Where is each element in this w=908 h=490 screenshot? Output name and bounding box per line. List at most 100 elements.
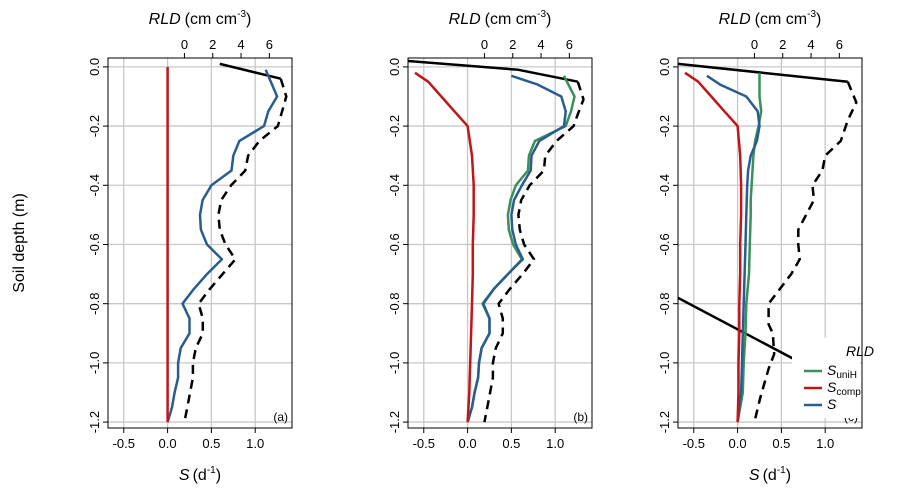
x2-tick-label: 0 [181, 37, 188, 52]
ticks-a: -0.5 0.0 0.5 1.0 0 2 4 6 0.0 -0.2 -0.4 -0.6 -0.8 -1.0… [87, 37, 273, 451]
svg-text:RLD(cm cm-3): RLD (cm cm-3) [149, 9, 252, 28]
series-layer-a [166, 62, 288, 423]
x2-tick-label: 2 [209, 37, 216, 52]
x-tick-label: 1.0 [546, 436, 564, 451]
ticks-c: -0.5 0.0 0.5 1.0 0 2 4 6 0.0 -0.2 -0.4 -0.6 -0.8 -1.0… [657, 37, 843, 451]
series-line-s-comp [414, 71, 475, 423]
bottom-label-var: S [749, 467, 760, 484]
legend-background [792, 338, 860, 418]
y-tick-label: -0.8 [87, 292, 102, 314]
series-line-s [166, 69, 279, 423]
series-line-rld-profile [183, 78, 288, 423]
top-label-unit: (cm cm [485, 11, 537, 28]
top-label-unit: (cm cm [185, 11, 237, 28]
series-layer-b [408, 59, 585, 423]
y-tick-label: -1.2 [657, 411, 672, 433]
bottom-axis-label-c: S (d-1) [749, 465, 791, 484]
top-label-close: ) [246, 11, 251, 28]
legend-label-s: S [827, 396, 837, 412]
x-tick-label: -0.5 [683, 436, 705, 451]
top-label-exp: -3 [807, 9, 816, 20]
x2-tick-label: 4 [537, 37, 544, 52]
series-line-rld-profile [753, 81, 858, 423]
bottom-label-close: ) [786, 467, 791, 484]
x2-tick-label: 0 [751, 37, 758, 52]
panel-c: -0.5 0.0 0.5 1.0 0 2 4 6 0.0 -0.2 -0.4 -0.6 -0.8 -1.0… [657, 37, 863, 451]
series-line-rld-profile [483, 81, 585, 423]
top-label-close: ) [546, 11, 551, 28]
y-tick-label: -0.8 [387, 292, 402, 314]
x2-tick-label: 4 [237, 37, 244, 52]
grid-a [108, 58, 292, 428]
bottom-label-exp: -1 [777, 465, 786, 476]
y-tick-label: -0.2 [387, 115, 402, 137]
x2-tick-label: 6 [836, 37, 843, 52]
svg-text:S(d-1): S (d-1) [749, 465, 791, 484]
x-tick-label: 1.0 [816, 436, 834, 451]
x2-tick-label: 6 [266, 37, 273, 52]
series-layer-c [678, 62, 858, 423]
x-tick-label: 0.0 [729, 436, 747, 451]
legend-label-s-comp: Scomp [827, 379, 861, 398]
bottom-label-exp: -1 [207, 465, 216, 476]
y-tick-label: -1.0 [387, 352, 402, 374]
y-tick-label: -1.0 [87, 352, 102, 374]
top-axis-label-a: RLD (cm cm-3) [149, 9, 252, 28]
frame-b [407, 57, 593, 429]
legend-label-rld: RLD [846, 343, 874, 359]
ticks-b: -0.5 0.0 0.5 1.0 0 2 4 6 0.0 -0.2 -0.4 -0.6 -0.8 -1.0… [387, 37, 573, 451]
y-tick-label: -0.4 [87, 174, 102, 196]
x-tick-label: 0.5 [202, 436, 220, 451]
x-tick-label: 0.0 [159, 436, 177, 451]
y-tick-label: -0.2 [87, 115, 102, 137]
frame-c [677, 57, 863, 429]
series-line-s-unih [466, 75, 576, 423]
x-tick-label: 0.5 [502, 436, 520, 451]
legend-label-s-unih: SuniH [827, 362, 857, 381]
panel-label-b: (b) [573, 410, 588, 424]
y-tick-label: -0.4 [657, 174, 672, 196]
x-tick-label: -0.5 [413, 436, 435, 451]
x2-tick-label: 6 [566, 37, 573, 52]
x2-tick-label: 0 [481, 37, 488, 52]
top-label-var: RLD [719, 11, 751, 28]
y-tick-label: -1.2 [387, 411, 402, 433]
bottom-label-open: (d [763, 467, 777, 484]
x2-tick-label: 2 [779, 37, 786, 52]
top-label-exp: -3 [537, 9, 546, 20]
panel-a: -0.5 0.0 0.5 1.0 0 2 4 6 0.0 -0.2 -0.4 -0.6 -0.8 -1.0… [87, 37, 293, 451]
y-tick-label: -0.6 [87, 233, 102, 255]
panel-label-a: (a) [273, 410, 288, 424]
x-tick-label: -0.5 [113, 436, 135, 451]
panel-b: -0.5 0.0 0.5 1.0 0 2 4 6 0.0 -0.2 -0.4 -0.6 -0.8 -1.0… [387, 37, 593, 451]
series-line-s [706, 74, 761, 423]
series-line-s-comp [684, 71, 743, 423]
bottom-label-open: (d [193, 467, 207, 484]
x-tick-label: 1.0 [246, 436, 264, 451]
y-tick-label: -1.0 [657, 352, 672, 374]
y-tick-label: -0.8 [657, 292, 672, 314]
series-line-rld-top [408, 59, 579, 83]
y-tick-label: -1.2 [87, 411, 102, 433]
svg-text:RLD(cm cm-3): RLD (cm cm-3) [719, 9, 822, 28]
x2-tick-label: 2 [509, 37, 516, 52]
top-label-var: RLD [149, 11, 181, 28]
top-axis-label-c: RLD (cm cm-3) [719, 9, 822, 28]
y-axis-label: Soil depth (m) [11, 193, 28, 293]
x-tick-label: 0.5 [772, 436, 790, 451]
y-tick-label: -0.2 [657, 115, 672, 137]
frame-a [107, 57, 293, 429]
svg-text:RLD(cm cm-3): RLD (cm cm-3) [449, 9, 552, 28]
svg-text:S(d-1): S (d-1) [179, 465, 221, 484]
y-tick-label: -0.6 [387, 233, 402, 255]
top-label-exp: -3 [237, 9, 246, 20]
y-tick-label: 0.0 [387, 58, 402, 76]
bottom-label-var: S [179, 467, 190, 484]
y-tick-label: 0.0 [657, 58, 672, 76]
bottom-label-close: ) [216, 467, 221, 484]
y-tick-label: 0.0 [87, 58, 102, 76]
y-tick-label: -0.4 [387, 174, 402, 196]
x-tick-label: 0.0 [459, 436, 477, 451]
bottom-axis-label-a: S (d-1) [179, 465, 221, 484]
